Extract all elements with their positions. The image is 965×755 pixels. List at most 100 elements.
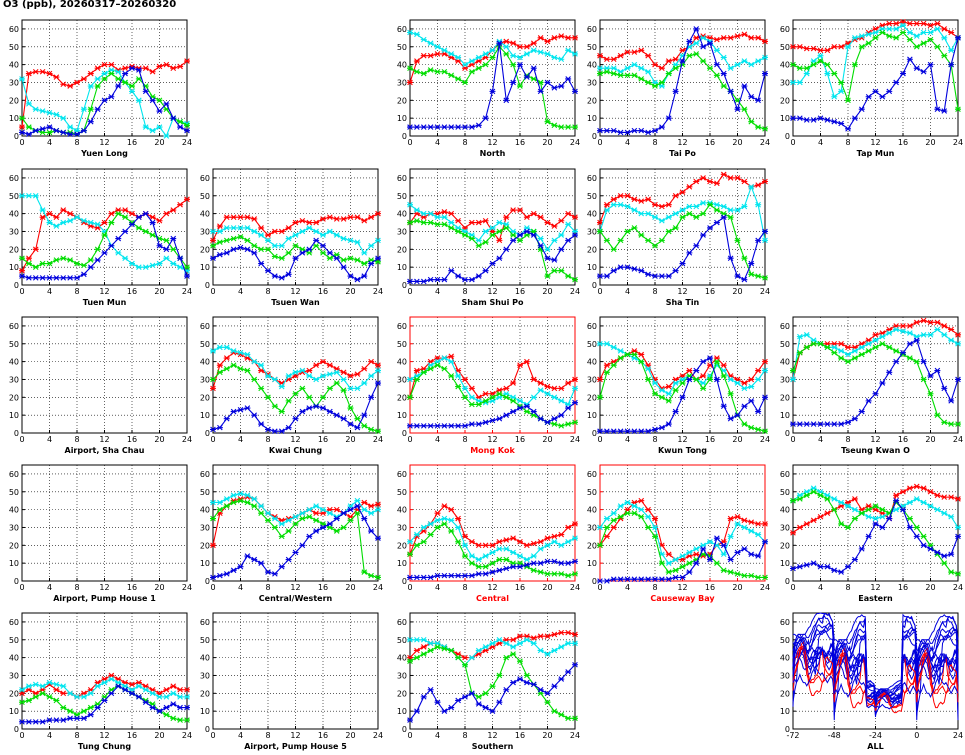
data-point — [638, 65, 645, 71]
data-point — [413, 647, 420, 654]
x-tick-label: -72 — [786, 731, 799, 740]
data-point — [610, 362, 617, 368]
data-point — [39, 690, 46, 697]
data-point — [455, 423, 462, 429]
data-point — [672, 380, 679, 386]
data-point — [122, 228, 129, 235]
data-point — [489, 683, 496, 689]
data-point — [135, 683, 142, 689]
data-point — [831, 506, 838, 513]
data-point — [223, 496, 230, 502]
y-tick-label: 10 — [9, 559, 19, 568]
data-point — [572, 419, 578, 426]
data-point — [558, 571, 565, 577]
data-point — [572, 631, 578, 638]
x-tick-label: 20 — [732, 583, 742, 592]
data-point — [177, 686, 184, 693]
data-point — [170, 690, 177, 697]
data-point — [544, 255, 551, 262]
data-point — [434, 644, 441, 650]
data-point — [375, 362, 381, 368]
data-point — [631, 127, 638, 134]
data-point — [851, 115, 858, 121]
data-point — [934, 506, 941, 513]
data-point — [237, 349, 244, 356]
y-tick-label: 10 — [780, 559, 790, 568]
data-point — [496, 567, 503, 574]
data-point — [913, 524, 920, 531]
data-point — [258, 260, 265, 267]
panel-label: Central/Western — [259, 594, 333, 603]
data-point — [727, 515, 734, 522]
x-tick-label: 16 — [705, 138, 715, 147]
data-point — [886, 26, 893, 32]
data-point — [734, 207, 741, 213]
data-point — [810, 45, 817, 52]
y-tick-label: 60 — [9, 470, 19, 479]
data-point — [434, 214, 441, 220]
data-point — [333, 216, 340, 222]
data-point — [420, 278, 427, 285]
data-point — [851, 415, 858, 422]
data-point — [94, 106, 101, 113]
data-point — [427, 423, 434, 429]
data-point — [441, 214, 448, 220]
data-point — [129, 88, 135, 95]
data-point — [845, 563, 851, 570]
data-point — [796, 115, 803, 121]
data-point — [544, 542, 551, 549]
x-tick-label: 24 — [373, 435, 383, 444]
data-point — [913, 533, 920, 540]
data-point — [727, 533, 734, 540]
data-point — [375, 367, 381, 374]
data-point — [720, 171, 727, 178]
data-point — [762, 358, 768, 365]
data-point — [237, 234, 244, 240]
data-point — [517, 405, 523, 411]
data-point — [741, 255, 748, 262]
data-point — [565, 405, 572, 411]
data-point — [913, 483, 920, 490]
data-point — [530, 408, 537, 415]
data-point — [129, 681, 135, 688]
data-point — [645, 129, 652, 136]
data-point — [679, 563, 686, 570]
data-point — [631, 510, 638, 516]
data-point — [223, 571, 230, 577]
panel-label: Eastern — [858, 594, 893, 603]
x-tick-label: 20 — [542, 287, 552, 296]
data-point — [551, 415, 558, 422]
data-point — [700, 43, 707, 50]
data-point — [347, 421, 354, 427]
data-point — [948, 61, 955, 68]
data-point — [824, 496, 831, 502]
data-point — [407, 376, 413, 383]
data-point — [427, 647, 434, 654]
y-tick-label: 10 — [397, 707, 407, 716]
data-point — [265, 267, 271, 274]
data-point — [631, 225, 638, 231]
x-tick-label: 0 — [210, 287, 215, 296]
data-point — [617, 503, 624, 509]
y-tick-label: 60 — [9, 618, 19, 627]
data-point — [80, 76, 87, 82]
y-tick-label: 50 — [587, 488, 597, 497]
data-point — [645, 513, 652, 520]
data-point — [872, 337, 879, 343]
data-point — [292, 219, 299, 226]
data-point — [617, 52, 624, 59]
panel-label: Causeway Bay — [650, 594, 715, 603]
data-point — [101, 697, 108, 704]
data-point — [265, 237, 271, 244]
x-tick-label: 0 — [210, 731, 215, 740]
y-tick-label: 50 — [9, 192, 19, 201]
data-point — [108, 210, 115, 217]
y-tick-label: 10 — [9, 707, 19, 716]
data-point — [306, 367, 313, 374]
data-point — [845, 126, 851, 132]
data-point — [624, 510, 631, 516]
data-point — [265, 246, 271, 253]
data-point — [693, 40, 700, 46]
x-tick-label: 4 — [238, 287, 243, 296]
data-point — [790, 530, 796, 536]
